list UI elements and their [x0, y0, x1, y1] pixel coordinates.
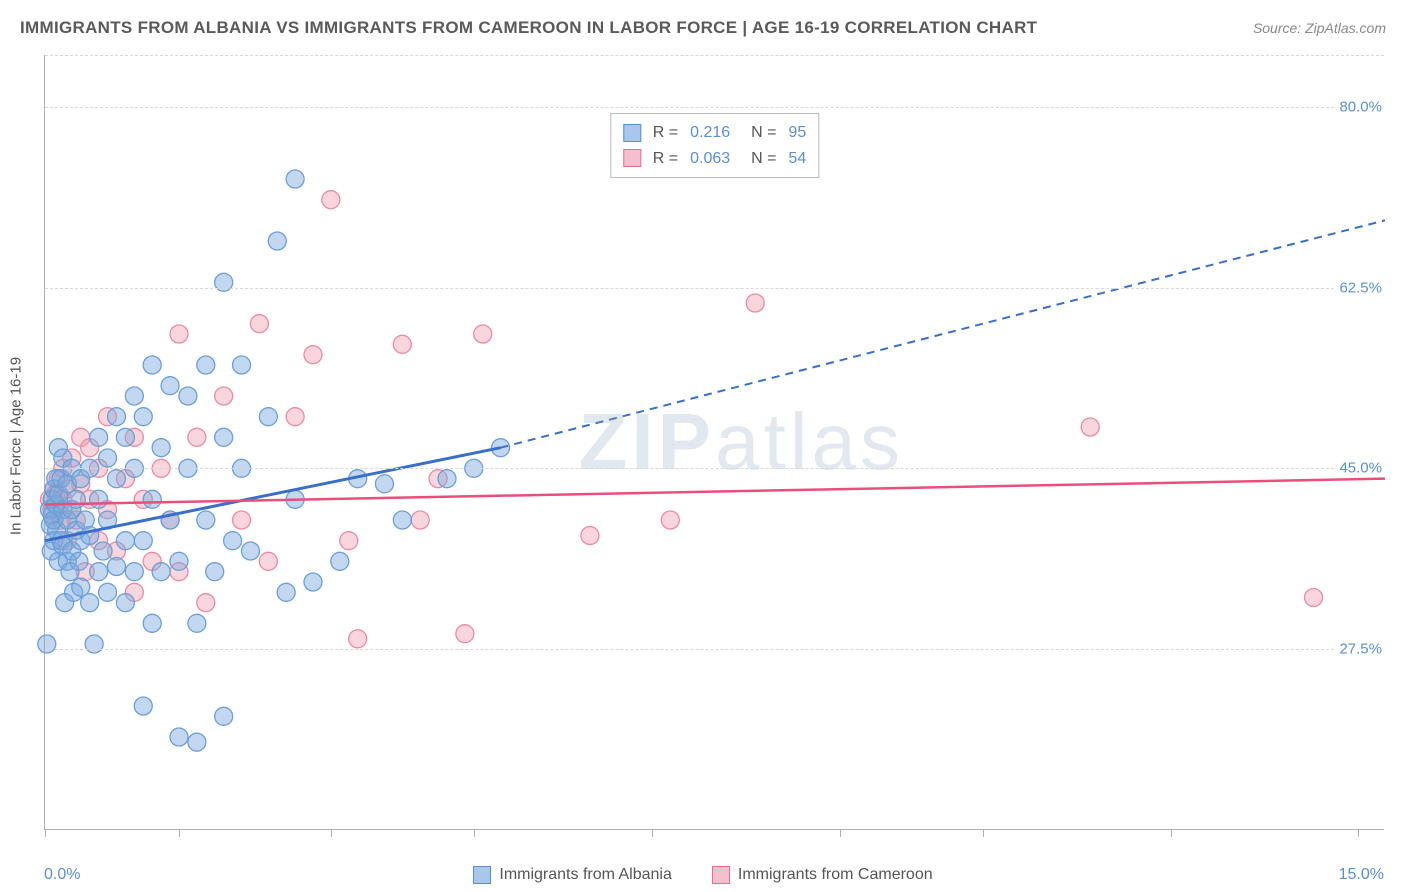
swatch-cameroon [712, 866, 730, 884]
x-tick [45, 829, 46, 837]
r-label: R = [653, 120, 678, 146]
x-tick [179, 829, 180, 837]
chart-container: IMMIGRANTS FROM ALBANIA VS IMMIGRANTS FR… [0, 0, 1406, 892]
gridline [45, 288, 1384, 289]
n-label: N = [742, 120, 776, 146]
x-tick [652, 829, 653, 837]
legend-row-cameroon: R = 0.063 N = 54 [623, 146, 806, 172]
swatch-albania [473, 866, 491, 884]
source-attribution: Source: ZipAtlas.com [1253, 20, 1386, 36]
gridline [45, 55, 1384, 56]
plot-area: ZIPatlas R = 0.216 N = 95 R = 0.063 N = … [44, 55, 1384, 830]
x-tick [331, 829, 332, 837]
r-value-albania: 0.216 [690, 120, 730, 146]
swatch-albania [623, 124, 641, 142]
swatch-cameroon [623, 149, 641, 167]
x-tick [983, 829, 984, 837]
series-legend: Immigrants from Albania Immigrants from … [0, 866, 1406, 884]
n-value-albania: 95 [788, 120, 806, 146]
x-tick [474, 829, 475, 837]
x-tick [1358, 829, 1359, 837]
r-value-cameroon: 0.063 [690, 146, 730, 172]
r-label: R = [653, 146, 678, 172]
legend-label: Immigrants from Cameroon [738, 866, 933, 884]
gridline [45, 107, 1384, 108]
correlation-legend: R = 0.216 N = 95 R = 0.063 N = 54 [610, 113, 819, 178]
legend-row-albania: R = 0.216 N = 95 [623, 120, 806, 146]
gridline [45, 468, 1384, 469]
y-tick-label: 80.0% [1335, 98, 1386, 115]
gridline [45, 649, 1384, 650]
y-tick-label: 27.5% [1335, 641, 1386, 658]
chart-title: IMMIGRANTS FROM ALBANIA VS IMMIGRANTS FR… [20, 18, 1037, 38]
y-tick-label: 45.0% [1335, 460, 1386, 477]
n-label: N = [742, 146, 776, 172]
legend-label: Immigrants from Albania [499, 866, 672, 884]
n-value-cameroon: 54 [788, 146, 806, 172]
y-axis-title: In Labor Force | Age 16-19 [8, 357, 25, 535]
x-tick [840, 829, 841, 837]
x-tick [1171, 829, 1172, 837]
title-bar: IMMIGRANTS FROM ALBANIA VS IMMIGRANTS FR… [20, 18, 1386, 38]
y-tick-label: 62.5% [1335, 279, 1386, 296]
legend-item-albania: Immigrants from Albania [473, 866, 672, 884]
legend-item-cameroon: Immigrants from Cameroon [712, 866, 933, 884]
